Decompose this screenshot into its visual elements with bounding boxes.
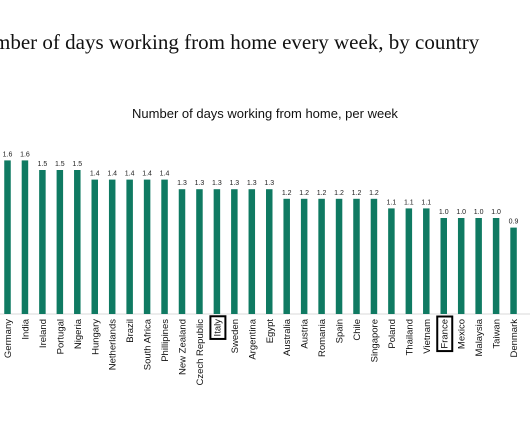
category-label-sweden: Sweden <box>230 319 241 353</box>
value-label-south-africa: 1.4 <box>142 171 152 178</box>
bar-spain <box>335 198 343 314</box>
value-label-czech-republic: 1.3 <box>195 180 205 187</box>
value-label-phillipines: 1.4 <box>160 171 170 178</box>
category-label-south-africa: South Africa <box>143 318 154 370</box>
bar-denmark <box>510 227 517 314</box>
bar-phillipines <box>161 179 168 314</box>
value-label-portugal: 1.5 <box>55 161 65 168</box>
bar-italy <box>213 189 221 314</box>
category-label-italy: Italy <box>212 319 223 337</box>
page-headline: mber of days working from home every wee… <box>0 30 480 54</box>
bar-germany <box>4 160 11 314</box>
category-label-malaysia: Malaysia <box>474 318 485 356</box>
value-label-france: 1.0 <box>439 209 449 216</box>
value-labels-group: 1.6 1.6 1.5 1.5 1.5 1.4 1.4 1.4 1.4 1.4 1.3 1.3 1.3 1… <box>3 151 519 225</box>
category-label-ireland: Ireland <box>38 319 49 348</box>
value-label-egypt: 1.3 <box>264 180 274 187</box>
category-label-thailand: Thailand <box>404 319 415 355</box>
value-label-thailand: 1.1 <box>404 199 414 206</box>
category-label-mexico: Mexico <box>457 319 468 349</box>
value-label-india: 1.6 <box>20 151 30 158</box>
bar-argentina <box>248 189 256 314</box>
value-label-poland: 1.1 <box>387 199 397 206</box>
category-label-argentina: Argentina <box>247 318 258 359</box>
bar-taiwan <box>492 218 500 314</box>
bar-france <box>440 218 447 314</box>
value-label-sweden: 1.3 <box>229 180 239 187</box>
category-label-egypt: Egypt <box>265 319 276 344</box>
bar-chile <box>353 198 360 314</box>
bar-south-africa <box>143 179 151 314</box>
bar-india <box>21 160 29 314</box>
bar-ireland <box>39 170 46 314</box>
category-label-spain: Spain <box>335 319 346 343</box>
value-label-austria: 1.2 <box>299 190 309 197</box>
value-label-spain: 1.2 <box>334 190 344 197</box>
category-label-australia: Australia <box>282 318 293 356</box>
bar-austria <box>300 198 308 314</box>
category-label-netherlands: Netherlands <box>108 319 119 370</box>
value-label-ireland: 1.5 <box>38 161 48 168</box>
value-label-chile: 1.2 <box>352 190 362 197</box>
value-label-new-zealand: 1.3 <box>177 180 187 187</box>
value-label-malaysia: 1.0 <box>474 209 484 216</box>
value-label-netherlands: 1.4 <box>107 171 117 178</box>
bar-sweden <box>231 189 238 314</box>
value-label-denmark: 0.9 <box>509 219 519 226</box>
value-label-brazil: 1.4 <box>125 171 135 178</box>
bar-new-zealand <box>178 189 186 314</box>
bar-egypt <box>266 189 273 314</box>
bar-vietnam <box>423 208 430 314</box>
bar-netherlands <box>108 179 116 314</box>
bar-brazil <box>126 179 133 314</box>
bar-australia <box>283 198 290 314</box>
bar-poland <box>388 208 395 314</box>
bar-mexico <box>457 218 465 314</box>
category-label-nigeria: Nigeria <box>73 318 84 349</box>
category-label-germany: Germany <box>3 319 14 358</box>
category-label-portugal: Portugal <box>55 319 66 354</box>
value-label-australia: 1.2 <box>282 190 292 197</box>
category-label-brazil: Brazil <box>125 319 136 343</box>
bar-nigeria <box>74 170 81 314</box>
bar-portugal <box>56 170 64 314</box>
category-label-romania: Romania <box>317 318 328 357</box>
value-label-italy: 1.3 <box>212 180 222 187</box>
category-label-taiwan: Taiwan <box>492 319 503 349</box>
category-labels-group: Germany India Ireland Portugal Nigeria Hungar… <box>3 315 520 386</box>
category-label-austria: Austria <box>300 318 311 348</box>
value-label-germany: 1.6 <box>3 151 13 158</box>
category-label-singapore: Singapore <box>369 319 380 362</box>
value-label-romania: 1.2 <box>317 190 327 197</box>
category-label-vietnam: Vietnam <box>422 319 433 354</box>
category-label-india: India <box>20 318 31 339</box>
bar-malaysia <box>475 218 482 314</box>
category-label-czech-republic: Czech Republic <box>195 319 206 386</box>
category-label-denmark: Denmark <box>509 319 520 358</box>
value-label-mexico: 1.0 <box>456 209 466 216</box>
category-label-hungary: Hungary <box>90 319 101 355</box>
value-label-hungary: 1.4 <box>90 171 100 178</box>
category-label-poland: Poland <box>387 319 398 349</box>
category-label-chile: Chile <box>352 319 363 341</box>
highlight-box-france <box>436 315 454 353</box>
category-label-france: France <box>439 319 450 349</box>
value-label-argentina: 1.3 <box>247 180 257 187</box>
value-label-taiwan: 1.0 <box>491 209 501 216</box>
value-label-vietnam: 1.1 <box>421 199 431 206</box>
bar-romania <box>318 198 325 314</box>
category-label-phillipines: Phillipines <box>160 319 171 362</box>
bar-thailand <box>405 208 413 314</box>
chart-title: Number of days working from home, per we… <box>132 106 398 121</box>
bar-hungary <box>91 179 98 314</box>
bars-group <box>4 160 517 314</box>
value-label-nigeria: 1.5 <box>72 161 82 168</box>
bar-czech-republic <box>196 189 203 314</box>
bar-singapore <box>370 198 378 314</box>
value-label-singapore: 1.2 <box>369 190 379 197</box>
category-label-new-zealand: New Zealand <box>178 319 189 375</box>
highlight-box-italy <box>209 315 227 340</box>
